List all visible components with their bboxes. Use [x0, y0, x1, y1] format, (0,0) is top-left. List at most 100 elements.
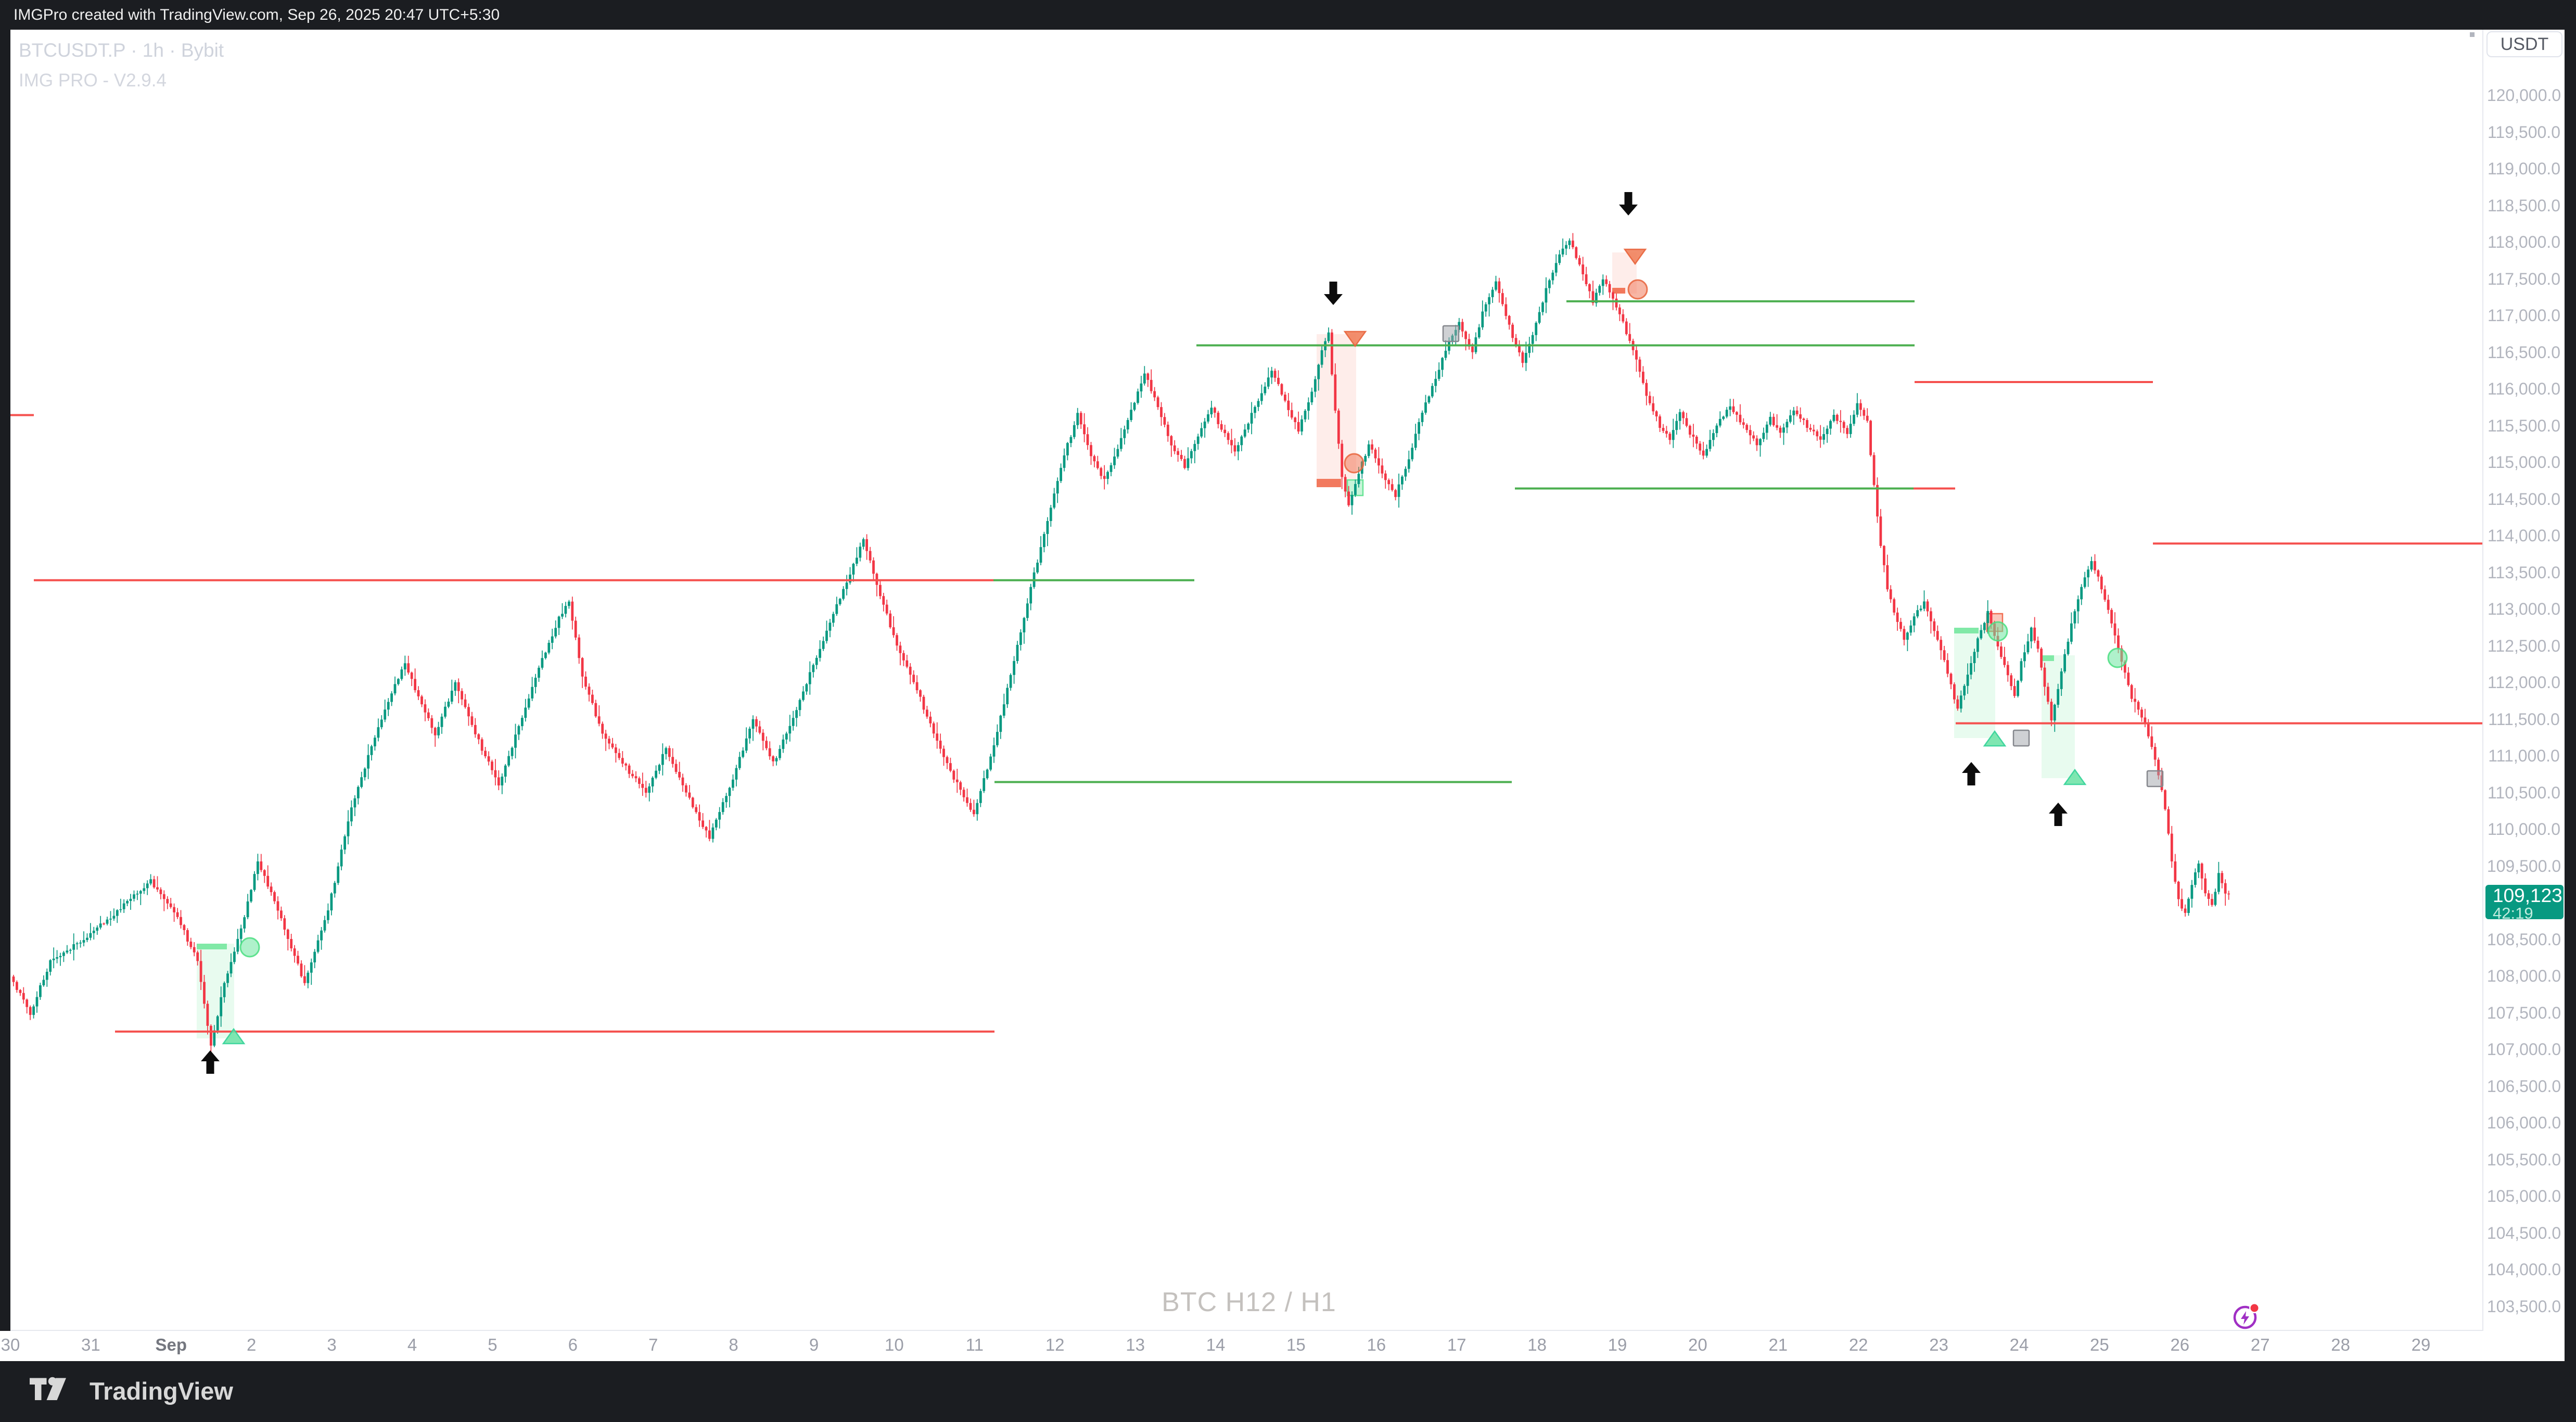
price-axis-label: 114,500.0 [2488, 489, 2560, 509]
price-axis-label: 119,500.0 [2488, 122, 2560, 142]
time-axis[interactable]: 30 31 Sep 2 3 4 5 6 7 8 9 10 11 12 13 14 15 16 17 18 19 20 21 2… [0, 1331, 2482, 1361]
price-axis-label: 106,000.0 [2486, 1113, 2561, 1133]
symbol-title[interactable]: BTCUSDT.P · 1h · Bybit [19, 40, 224, 61]
currency-toggle[interactable]: USDT [2486, 31, 2562, 57]
time-axis-label: 12 [1045, 1335, 1065, 1354]
time-axis-label: 15 [1286, 1335, 1306, 1354]
time-axis-label: 3 [327, 1335, 337, 1354]
price-axis-label: 116,500.0 [2488, 342, 2560, 362]
zone-entry-strip [1317, 479, 1341, 487]
price-axis-label: 114,000.0 [2488, 526, 2560, 545]
position-square-marker [1442, 325, 1460, 342]
price-axis-label: 109,500.0 [2486, 856, 2561, 875]
indicator-title[interactable]: IMG PRO - V2.9.4 [19, 70, 167, 91]
zone-entry-strip [1612, 288, 1625, 294]
time-axis-label: 14 [1206, 1335, 1226, 1354]
price-axis-label: 105,500.0 [2486, 1150, 2561, 1169]
arrow-up-icon [201, 1050, 220, 1074]
time-axis-label: 28 [2331, 1335, 2350, 1354]
down-candle-bodies [12, 240, 2230, 1046]
up-candle-wicks [33, 238, 2220, 1047]
time-axis-label: 7 [648, 1335, 658, 1354]
price-axis-label: 110,000.0 [2488, 820, 2560, 839]
price-axis-label: 105,000.0 [2486, 1187, 2561, 1206]
demand-zone [2042, 655, 2075, 778]
price-axis-label: 106,500.0 [2486, 1076, 2561, 1096]
price-axis-label: 115,000.0 [2488, 453, 2560, 472]
price-axis-label: 107,500.0 [2486, 1003, 2561, 1022]
left-edge-strip [0, 30, 10, 1361]
candlestick-chart-canvas[interactable] [0, 30, 2576, 1361]
time-axis-label: 20 [1688, 1335, 1707, 1354]
axis-settings-dot [2470, 32, 2475, 37]
zone-entry-strip [197, 944, 227, 949]
time-axis-label: 2 [247, 1335, 257, 1354]
flash-boost-icon[interactable] [2228, 1300, 2262, 1336]
time-axis-label: 18 [1527, 1335, 1547, 1354]
green-dot-marker [239, 937, 260, 958]
time-axis-label: 10 [885, 1335, 904, 1354]
time-axis-label: 11 [965, 1335, 984, 1354]
zone-entry-strip [1954, 628, 1979, 633]
up-candle-bodies [32, 240, 2220, 1046]
chart-watermark: BTC H12 / H1 [1162, 1287, 1336, 1317]
price-axis-label: 104,000.0 [2486, 1260, 2561, 1279]
price-axis-label: 103,500.0 [2486, 1297, 2561, 1316]
price-axis-label: 116,000.0 [2488, 379, 2560, 399]
bar-countdown: 42:19 [2493, 904, 2533, 922]
price-axis-label: 108,500.0 [2486, 930, 2561, 949]
time-axis-label: 25 [2090, 1335, 2109, 1354]
time-axis-label: 22 [1848, 1335, 1868, 1354]
time-axis-label: 27 [2250, 1335, 2270, 1354]
time-axis-label: 29 [2411, 1335, 2431, 1354]
sell-triangle-icon [1343, 331, 1367, 348]
time-axis-label: Sep [155, 1335, 187, 1354]
time-axis-label: 13 [1126, 1335, 1145, 1354]
price-axis-label: 119,000.0 [2488, 159, 2560, 179]
time-axis-label: 9 [809, 1335, 819, 1354]
time-axis-label: 19 [1608, 1335, 1627, 1354]
price-axis-label: 118,000.0 [2488, 233, 2560, 252]
position-square-marker [2012, 729, 2030, 747]
price-axis-label: 110,500.0 [2488, 783, 2560, 802]
price-axis-label: 113,000.0 [2488, 600, 2560, 619]
price-axis-label: 107,000.0 [2486, 1040, 2561, 1059]
arrow-up-icon [1962, 762, 1981, 785]
price-axis-label: 108,000.0 [2486, 967, 2561, 986]
time-axis-label: 16 [1367, 1335, 1386, 1354]
zone-entry-strip [2042, 655, 2054, 661]
buy-triangle-icon [1983, 730, 2007, 747]
buy-triangle-icon [222, 1027, 246, 1045]
green-dot-marker [1987, 621, 2008, 642]
price-axis-label: 113,500.0 [2488, 563, 2560, 582]
time-axis-label: 24 [2009, 1335, 2029, 1354]
price-axis-label: 111,500.0 [2488, 709, 2560, 729]
arrow-up-icon [2049, 803, 2068, 826]
price-axis-label: 115,500.0 [2488, 416, 2560, 435]
bottom-brand-bar: TradingView [0, 1361, 2576, 1422]
last-price-value: 109,123.9 [2493, 885, 2576, 906]
time-axis-label: 26 [2170, 1335, 2190, 1354]
sell-triangle-icon [1623, 248, 1647, 265]
time-axis-label: 30 [1, 1335, 20, 1354]
arrow-down-icon [1324, 282, 1343, 305]
price-axis-label: 117,500.0 [2488, 269, 2560, 288]
position-square-marker [2146, 770, 2164, 788]
price-axis-separator [2482, 30, 2483, 1330]
price-axis-label: 112,500.0 [2488, 636, 2560, 655]
price-axis-label: 117,000.0 [2488, 306, 2560, 325]
price-axis[interactable]: USDT 120,000.0 119,500.0 119,000.0 118,500.… [2470, 30, 2576, 1361]
down-candle-wicks [13, 233, 2229, 1052]
orange-dot-marker [1344, 453, 1364, 474]
tradingview-wordmark[interactable]: TradingView [90, 1377, 233, 1405]
chart-legend: BTCUSDT.P · 1h · Bybit IMG PRO - V2.9.4 [19, 39, 224, 92]
right-edge-strip [2565, 30, 2576, 1361]
demand-zone [197, 944, 234, 1038]
export-info-bar: IMGPro created with TradingView.com, Sep… [0, 0, 2576, 30]
time-axis-label: 8 [729, 1335, 738, 1354]
time-axis-label: 5 [488, 1335, 498, 1354]
tradingview-logo-icon[interactable] [27, 1373, 79, 1415]
chart-stage[interactable]: BTC H12 / H1 BTCUSDT.P · 1h · Bybit IMG … [0, 30, 2576, 1361]
price-axis-label: 111,000.0 [2488, 746, 2560, 766]
